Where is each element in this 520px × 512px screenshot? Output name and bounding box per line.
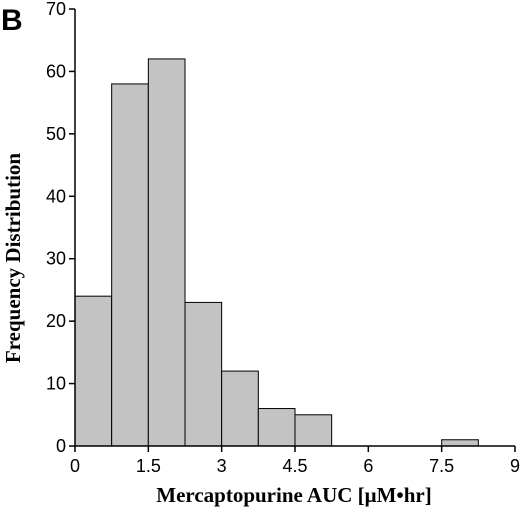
ticks-group: 0 10 20 30 40 50 60 70 0 1.5 3 4.5 6 7.5 9: [46, 0, 520, 476]
histogram-bar-5: [221, 370, 259, 447]
x-tick-label: 9: [510, 456, 520, 476]
x-axis-title: Mercaptopurine AUC [μM•hr]: [156, 483, 432, 507]
y-tick-label: 10: [46, 374, 66, 394]
panel-letter: B: [1, 4, 23, 37]
histogram-bar-6: [257, 408, 296, 447]
histogram-bar-4: [184, 301, 223, 447]
histogram-bar-2: [111, 83, 149, 447]
x-tick-label: 6: [363, 456, 373, 476]
histogram-bar-3: [147, 58, 186, 447]
y-tick-label: 30: [46, 249, 66, 269]
x-tick-label: 0: [70, 456, 80, 476]
x-tick-label: 4.5: [282, 456, 307, 476]
x-tick-label: 3: [217, 456, 227, 476]
y-tick-label: 50: [46, 124, 66, 144]
y-tick-label: 20: [46, 311, 66, 331]
y-tick-label: 40: [46, 186, 66, 206]
x-tick-label: 1.5: [136, 456, 161, 476]
y-axis-title: Frequency Distribution: [1, 153, 25, 364]
histogram-bar-8: [441, 439, 479, 447]
y-tick-label: 60: [46, 61, 66, 81]
histogram-bar-7: [294, 414, 333, 447]
bars-group: [74, 58, 479, 447]
histogram-bar-1: [74, 295, 113, 447]
y-tick-label: 0: [56, 436, 66, 456]
x-tick-label: 7.5: [429, 456, 454, 476]
y-tick-label: 70: [46, 0, 66, 19]
